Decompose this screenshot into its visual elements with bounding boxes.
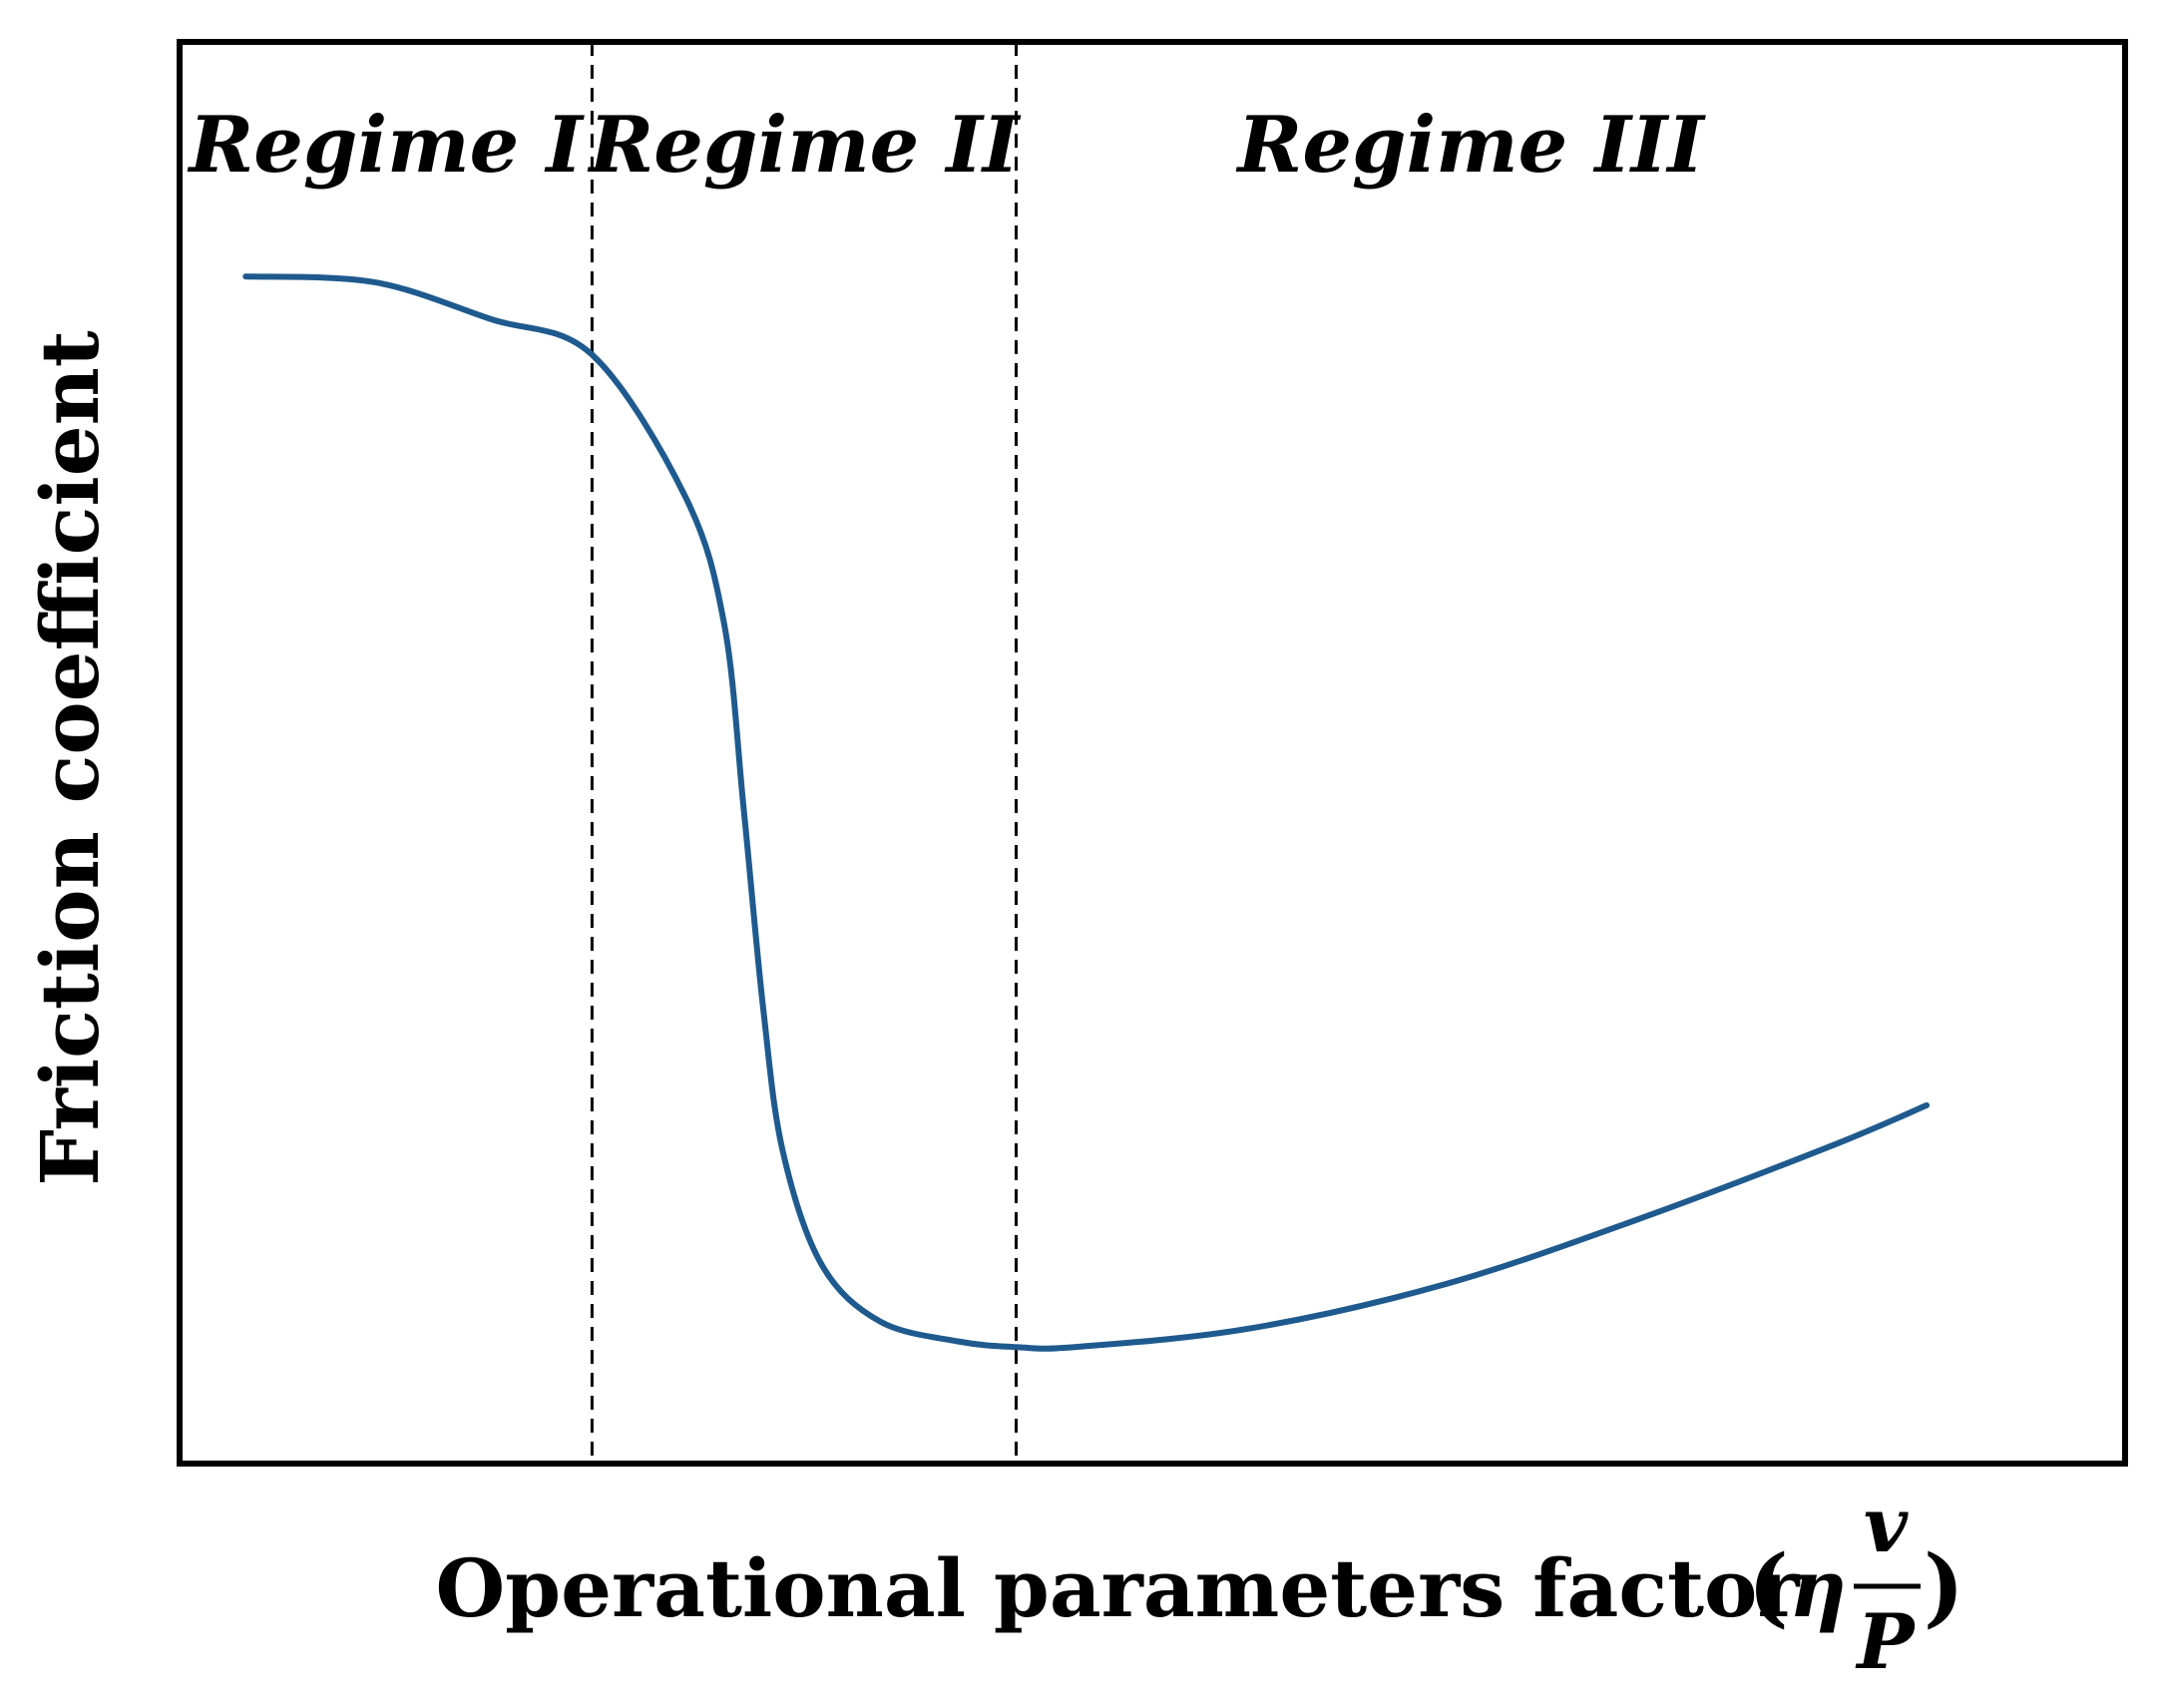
regime-label-2: Regime II [587, 100, 1021, 191]
regime-label-1: Regime I [187, 100, 585, 191]
x-axis-math-eta: η [1789, 1541, 1847, 1635]
series-line-1 [242, 273, 1931, 1352]
x-axis-math-open: ( [1748, 1536, 1789, 1637]
regime-boundaries [590, 42, 1018, 1464]
x-axis-label: Operational parameters factor [435, 1541, 1800, 1635]
regime-label-3: Regime III [1236, 100, 1707, 191]
regime-labels: Regime I Regime II Regime III [187, 100, 1706, 191]
x-axis-math-close: ) [1924, 1536, 1964, 1637]
x-axis-math-denominator: P [1855, 1597, 1916, 1686]
plot-frame [177, 39, 2128, 1467]
x-axis-math-numerator: v [1864, 1481, 1909, 1569]
y-axis-label: Friction coefficient [23, 330, 117, 1186]
series-layer [242, 273, 1931, 1352]
x-axis-math: ( η v P ) [1748, 1481, 1964, 1686]
